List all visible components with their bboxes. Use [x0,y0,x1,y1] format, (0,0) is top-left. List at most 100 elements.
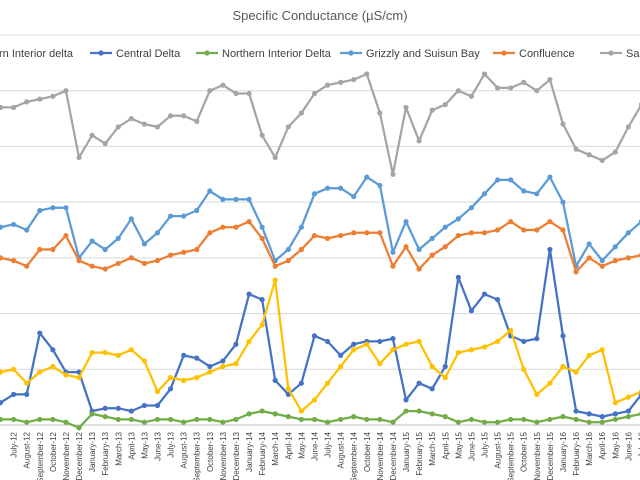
x-tick-label: May-14 [297,431,306,458]
x-tick-label: March-16 [585,431,594,465]
data-point [167,252,174,258]
data-point [141,121,148,127]
data-point [311,416,318,423]
data-point [128,216,134,222]
data-point [429,235,435,241]
legend-marker [204,50,210,56]
data-point [442,102,448,108]
data-point [194,416,200,423]
legend-marker [348,50,354,56]
data-point [573,416,579,423]
chart-title: Specific Conductance (µS/cm) [232,8,407,23]
data-point [481,344,488,350]
data-point [181,419,187,425]
data-point [285,246,291,253]
data-point [63,372,69,378]
data-point [612,411,618,417]
data-point [534,227,540,233]
data-point [115,416,121,423]
data-point [599,419,605,425]
x-tick-label: February-14 [258,431,267,475]
data-point [285,386,291,392]
data-point [455,349,461,356]
data-point [625,255,631,261]
data-point [468,93,475,99]
data-point [246,411,252,417]
legend-label: Northern Interior Delta [222,48,332,60]
x-tick-label: December-14 [389,431,398,480]
series-line [0,278,640,413]
data-point [364,341,370,347]
data-point [246,291,252,297]
data-point [102,349,108,356]
data-point [128,416,134,423]
data-point [311,397,318,403]
x-tick-label: April-16 [598,431,607,459]
data-point [338,232,344,239]
data-point [455,274,461,280]
data-point [429,411,435,417]
data-point [442,224,448,230]
data-point [128,255,134,261]
data-point [154,402,161,409]
x-tick-label: December-13 [232,431,241,480]
data-point [586,241,592,247]
data-point [76,154,82,161]
data-point [416,138,422,144]
x-tick-label: July-12 [10,431,19,457]
data-point [24,263,30,269]
data-point [0,104,4,111]
x-tick-label: January-16 [559,431,568,472]
data-point [141,419,148,425]
data-point [324,380,331,386]
data-point [468,347,475,353]
data-point [207,188,213,194]
data-point [50,363,56,370]
data-point [586,411,592,417]
data-point [534,88,540,94]
data-point [207,363,213,370]
data-point [220,419,226,425]
x-tick-label: September-12 [36,431,45,480]
data-point [508,177,514,183]
legend-label: San Pablo Bay [626,48,640,60]
data-point [403,104,409,111]
data-point [0,369,4,375]
legend: Northern Interior delta Central Delta Nort… [0,48,640,60]
series-layer [0,71,640,431]
data-point [521,188,527,194]
data-point [521,227,527,233]
data-point [586,255,592,261]
data-point [154,258,161,264]
x-tick-label: October-15 [520,431,529,472]
series-northern-interior-delta [0,277,640,414]
data-point [311,191,318,197]
data-point [455,88,461,94]
data-point [37,369,43,375]
data-point [259,132,265,138]
data-point [89,411,95,417]
data-point [0,400,4,406]
data-point [625,408,631,414]
x-tick-label: November-15 [533,431,542,480]
data-point [481,291,488,297]
data-point [534,336,540,342]
data-point [599,258,605,264]
data-point [259,408,265,414]
data-point [324,235,331,241]
data-point [37,246,43,253]
data-point [481,71,488,77]
x-tick-label: November-13 [219,431,228,480]
x-tick-label: May-13 [140,431,149,458]
x-tick-label: May-15 [454,431,463,458]
data-point [494,85,501,91]
data-point [442,363,448,370]
data-point [429,386,435,392]
data-point [37,416,43,423]
data-point [298,416,304,423]
x-tick-label: July-15 [481,431,490,457]
data-point [194,375,200,381]
data-point [50,205,56,211]
data-point [24,391,30,397]
data-point [311,333,318,339]
